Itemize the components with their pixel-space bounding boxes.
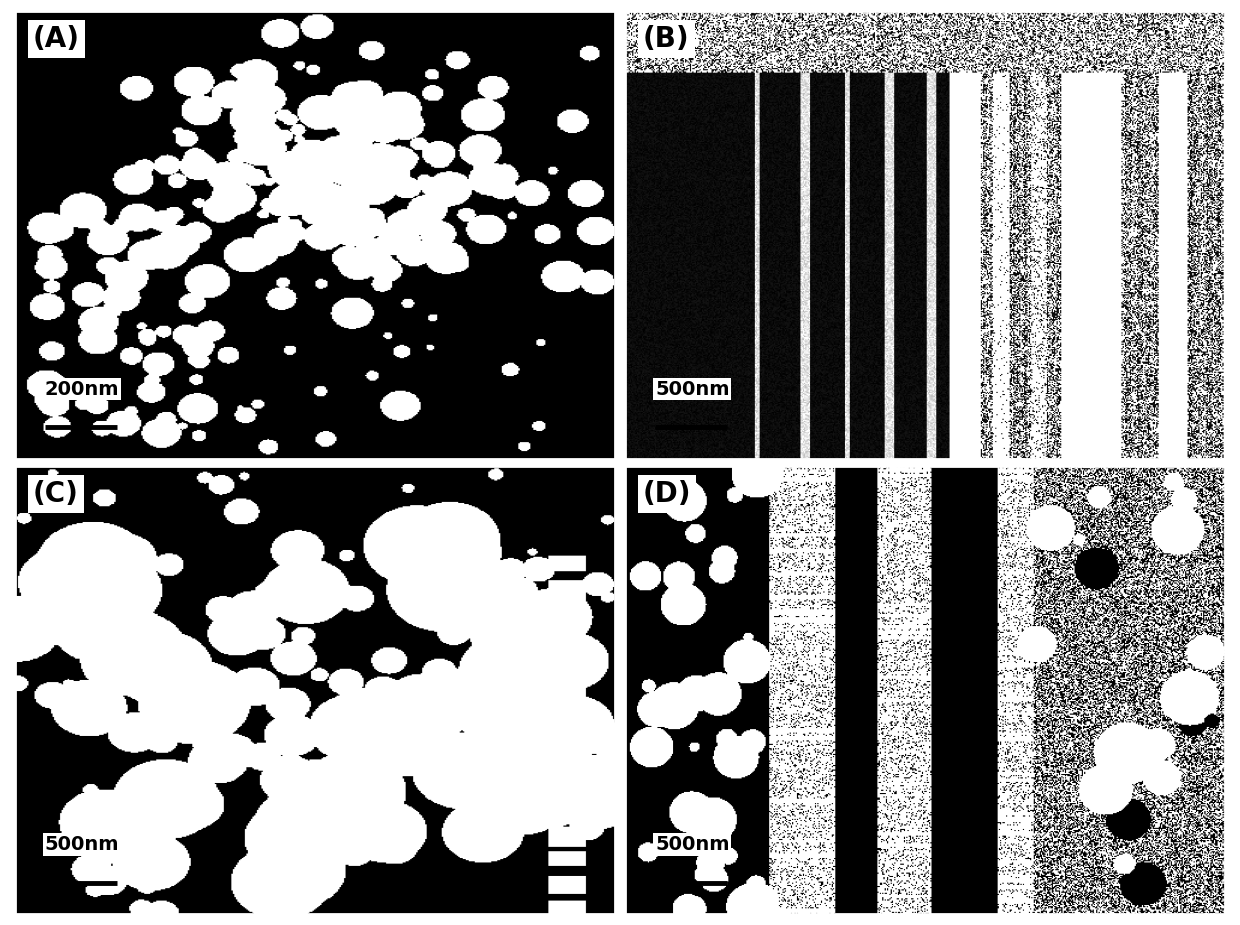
Text: (B): (B)	[644, 25, 689, 53]
Text: 500nm: 500nm	[655, 380, 729, 399]
Text: (C): (C)	[33, 480, 79, 508]
Text: 500nm: 500nm	[45, 835, 119, 854]
Text: (D): (D)	[644, 480, 692, 508]
Text: 200nm: 200nm	[45, 380, 119, 399]
Text: 500nm: 500nm	[655, 835, 729, 854]
Text: (A): (A)	[33, 25, 79, 53]
